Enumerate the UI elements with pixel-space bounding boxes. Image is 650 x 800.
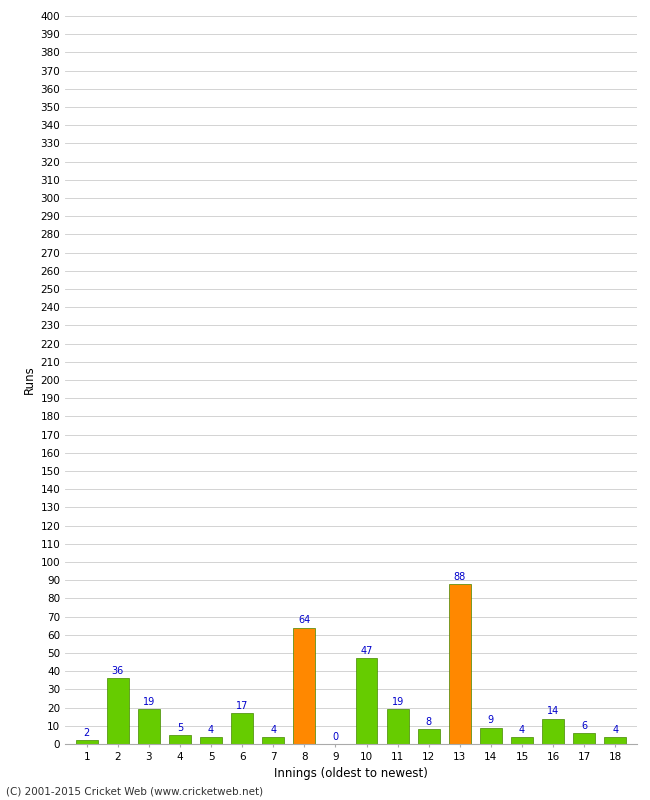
Bar (604, 737, 626, 744)
Text: (C) 2001-2015 Cricket Web (www.cricketweb.net): (C) 2001-2015 Cricket Web (www.cricketwe… (6, 786, 264, 796)
Text: 4: 4 (612, 725, 618, 734)
Bar (387, 710, 408, 744)
Bar (263, 737, 284, 744)
Text: 47: 47 (360, 646, 372, 656)
Bar (542, 718, 564, 744)
Bar (200, 737, 222, 744)
Bar (511, 737, 533, 744)
Text: 36: 36 (112, 666, 124, 676)
Text: 9: 9 (488, 715, 494, 726)
Bar (449, 584, 471, 744)
Bar (169, 735, 191, 744)
Bar (480, 728, 502, 744)
X-axis label: Innings (oldest to newest): Innings (oldest to newest) (274, 767, 428, 780)
Text: 64: 64 (298, 615, 311, 626)
Bar (107, 678, 129, 744)
Text: 4: 4 (270, 725, 276, 734)
Text: 4: 4 (519, 725, 525, 734)
Text: 4: 4 (208, 725, 214, 734)
Bar (356, 658, 378, 744)
Bar (294, 627, 315, 744)
Bar (76, 740, 98, 744)
Bar (231, 713, 253, 744)
Text: 19: 19 (391, 698, 404, 707)
Text: 19: 19 (143, 698, 155, 707)
Text: 8: 8 (426, 718, 432, 727)
Text: 14: 14 (547, 706, 559, 716)
Bar (418, 730, 439, 744)
Bar (138, 710, 160, 744)
Text: 88: 88 (454, 572, 466, 582)
Y-axis label: Runs: Runs (23, 366, 36, 394)
Text: 6: 6 (581, 721, 587, 731)
Text: 5: 5 (177, 722, 183, 733)
Text: 17: 17 (236, 701, 248, 711)
Text: 2: 2 (84, 728, 90, 738)
Text: 0: 0 (332, 732, 339, 742)
Bar (573, 733, 595, 744)
